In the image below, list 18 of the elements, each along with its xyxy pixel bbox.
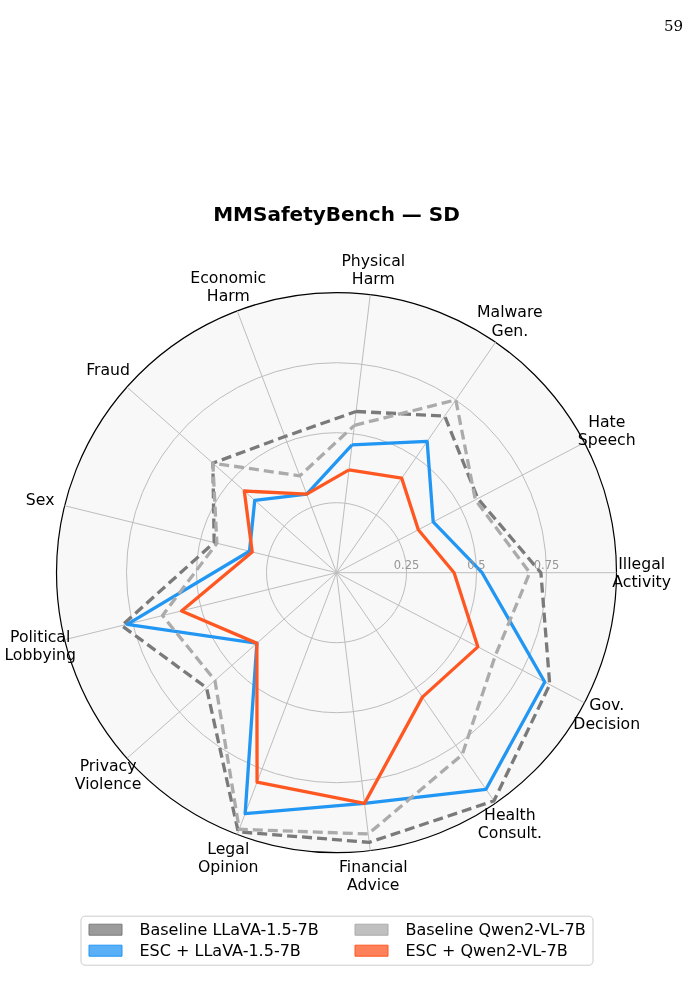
spoke-label: Privacy Violence <box>74 755 142 794</box>
legend-label: Baseline LLaVA-1.5-7B <box>139 919 319 939</box>
spoke-label: Legal Opinion <box>198 838 259 877</box>
legend-label: ESC + Qwen2-VL-7B <box>405 940 568 960</box>
spoke-label: Fraud <box>86 360 130 380</box>
spoke-label: Physical Harm <box>341 250 406 288</box>
y-tick-label: 0.75 <box>533 557 560 572</box>
spoke-label: Financial Advice <box>338 856 408 894</box>
spoke-label: Economic Harm <box>190 268 267 306</box>
chart-title: MMSafetyBench — SD <box>213 202 460 227</box>
spoke-label: Gov. Decision <box>573 695 641 733</box>
spoke-label: Health Consult. <box>477 804 542 843</box>
spoke-label: Malware Gen. <box>477 302 543 340</box>
spoke-label: Sex <box>25 489 55 509</box>
text: 59 <box>663 17 683 35</box>
legend-label: ESC + LLaVA-1.5-7B <box>139 940 301 960</box>
legend-label: Baseline Qwen2-VL-7B <box>405 919 586 939</box>
y-tick-label: 0.25 <box>393 557 420 572</box>
